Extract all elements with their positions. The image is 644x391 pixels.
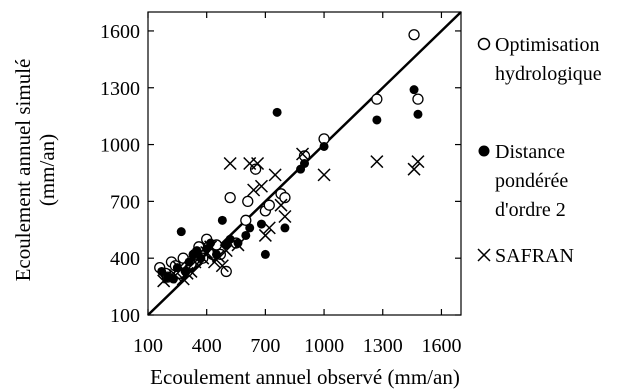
point-distance bbox=[192, 246, 202, 256]
point-optimisation bbox=[242, 195, 254, 208]
point-optimisation bbox=[263, 199, 275, 211]
point-safran bbox=[219, 244, 233, 258]
point-safran bbox=[296, 147, 310, 161]
point-distance bbox=[184, 257, 194, 267]
legend: Optimisation hydrologique Distance pondé… bbox=[477, 34, 602, 267]
point-distance bbox=[272, 107, 282, 117]
point-safran bbox=[223, 156, 237, 171]
legend-cross-marker bbox=[477, 248, 491, 262]
point-distance bbox=[409, 85, 419, 95]
point-safran bbox=[157, 274, 171, 288]
point-distance bbox=[176, 227, 186, 237]
point-distance bbox=[413, 109, 423, 119]
legend-label-distance-line2: pondérée bbox=[495, 170, 568, 192]
point-safran bbox=[247, 183, 261, 197]
y-axis-title-line1: Ecoulement annuel simulé bbox=[11, 59, 35, 282]
y-axis: 100 400 700 1000 1300 1600 bbox=[100, 21, 461, 327]
legend-filled-circle-marker bbox=[478, 145, 490, 157]
y-axis-title-line2: (mm/an) bbox=[35, 134, 59, 206]
point-safran bbox=[274, 198, 288, 212]
x-tick-label: 1300 bbox=[363, 335, 403, 357]
point-optimisation bbox=[412, 93, 424, 105]
point-optimisation bbox=[240, 214, 252, 226]
point-distance bbox=[172, 263, 182, 273]
x-tick-label: 1600 bbox=[421, 335, 461, 357]
point-safran bbox=[278, 209, 292, 224]
y-tick-label: 1600 bbox=[100, 21, 140, 43]
point-safran bbox=[211, 249, 225, 263]
point-optimisation bbox=[279, 191, 291, 204]
point-distance bbox=[241, 230, 251, 240]
point-safran bbox=[184, 264, 198, 278]
x-tick-label: 400 bbox=[192, 335, 222, 357]
y-tick-label: 1000 bbox=[100, 135, 140, 157]
point-safran bbox=[168, 268, 182, 282]
point-safran bbox=[172, 261, 186, 275]
plot-frame bbox=[147, 11, 462, 316]
point-distance bbox=[245, 223, 255, 233]
point-safran bbox=[268, 168, 282, 182]
point-safran bbox=[231, 238, 245, 252]
legend-open-circle-marker bbox=[477, 37, 491, 51]
point-optimisation bbox=[371, 93, 383, 105]
point-safran bbox=[207, 255, 222, 269]
point-safran bbox=[200, 245, 214, 260]
point-distance bbox=[168, 274, 178, 284]
point-distance bbox=[157, 266, 167, 276]
point-safran bbox=[251, 156, 265, 171]
point-distance bbox=[280, 223, 290, 233]
point-optimisation bbox=[224, 191, 236, 204]
point-optimisation bbox=[408, 29, 420, 41]
point-distance bbox=[260, 249, 270, 259]
point-safran bbox=[411, 155, 425, 169]
point-distance bbox=[233, 238, 243, 248]
point-safran bbox=[258, 228, 272, 242]
y-tick-label: 100 bbox=[110, 305, 140, 327]
point-distance bbox=[372, 115, 382, 125]
point-safran bbox=[254, 179, 268, 193]
data-points bbox=[154, 29, 425, 288]
x-tick-label: 1000 bbox=[304, 335, 344, 357]
y-tick-label: 400 bbox=[110, 248, 140, 270]
x-axis: 100 400 700 1000 1300 1600 bbox=[133, 12, 461, 357]
point-safran bbox=[317, 168, 331, 182]
point-distance bbox=[300, 159, 309, 168]
point-optimisation bbox=[220, 265, 232, 278]
point-safran bbox=[407, 162, 421, 176]
x-tick-label: 100 bbox=[133, 335, 163, 357]
legend-label-safran: SAFRAN bbox=[495, 245, 574, 267]
point-distance bbox=[225, 234, 235, 244]
point-distance bbox=[217, 215, 227, 225]
legend-label-optimisation-line2: hydrologique bbox=[495, 63, 602, 85]
point-safran bbox=[262, 221, 276, 235]
x-tick-label: 700 bbox=[250, 335, 280, 357]
point-safran bbox=[204, 240, 218, 254]
legend-label-distance-line1: Distance bbox=[495, 141, 565, 163]
point-safran bbox=[188, 255, 202, 269]
point-safran bbox=[215, 259, 229, 273]
point-safran bbox=[196, 251, 210, 265]
x-axis-title: Ecoulement annuel observé (mm/an) bbox=[150, 365, 460, 389]
point-safran bbox=[180, 266, 194, 280]
point-distance bbox=[319, 141, 329, 151]
y-tick-label: 1300 bbox=[100, 78, 140, 100]
legend-label-optimisation-line1: Optimisation bbox=[495, 34, 599, 56]
y-tick-label: 700 bbox=[110, 191, 140, 213]
legend-label-distance-line3: d'ordre 2 bbox=[495, 199, 566, 221]
point-safran bbox=[370, 155, 384, 169]
